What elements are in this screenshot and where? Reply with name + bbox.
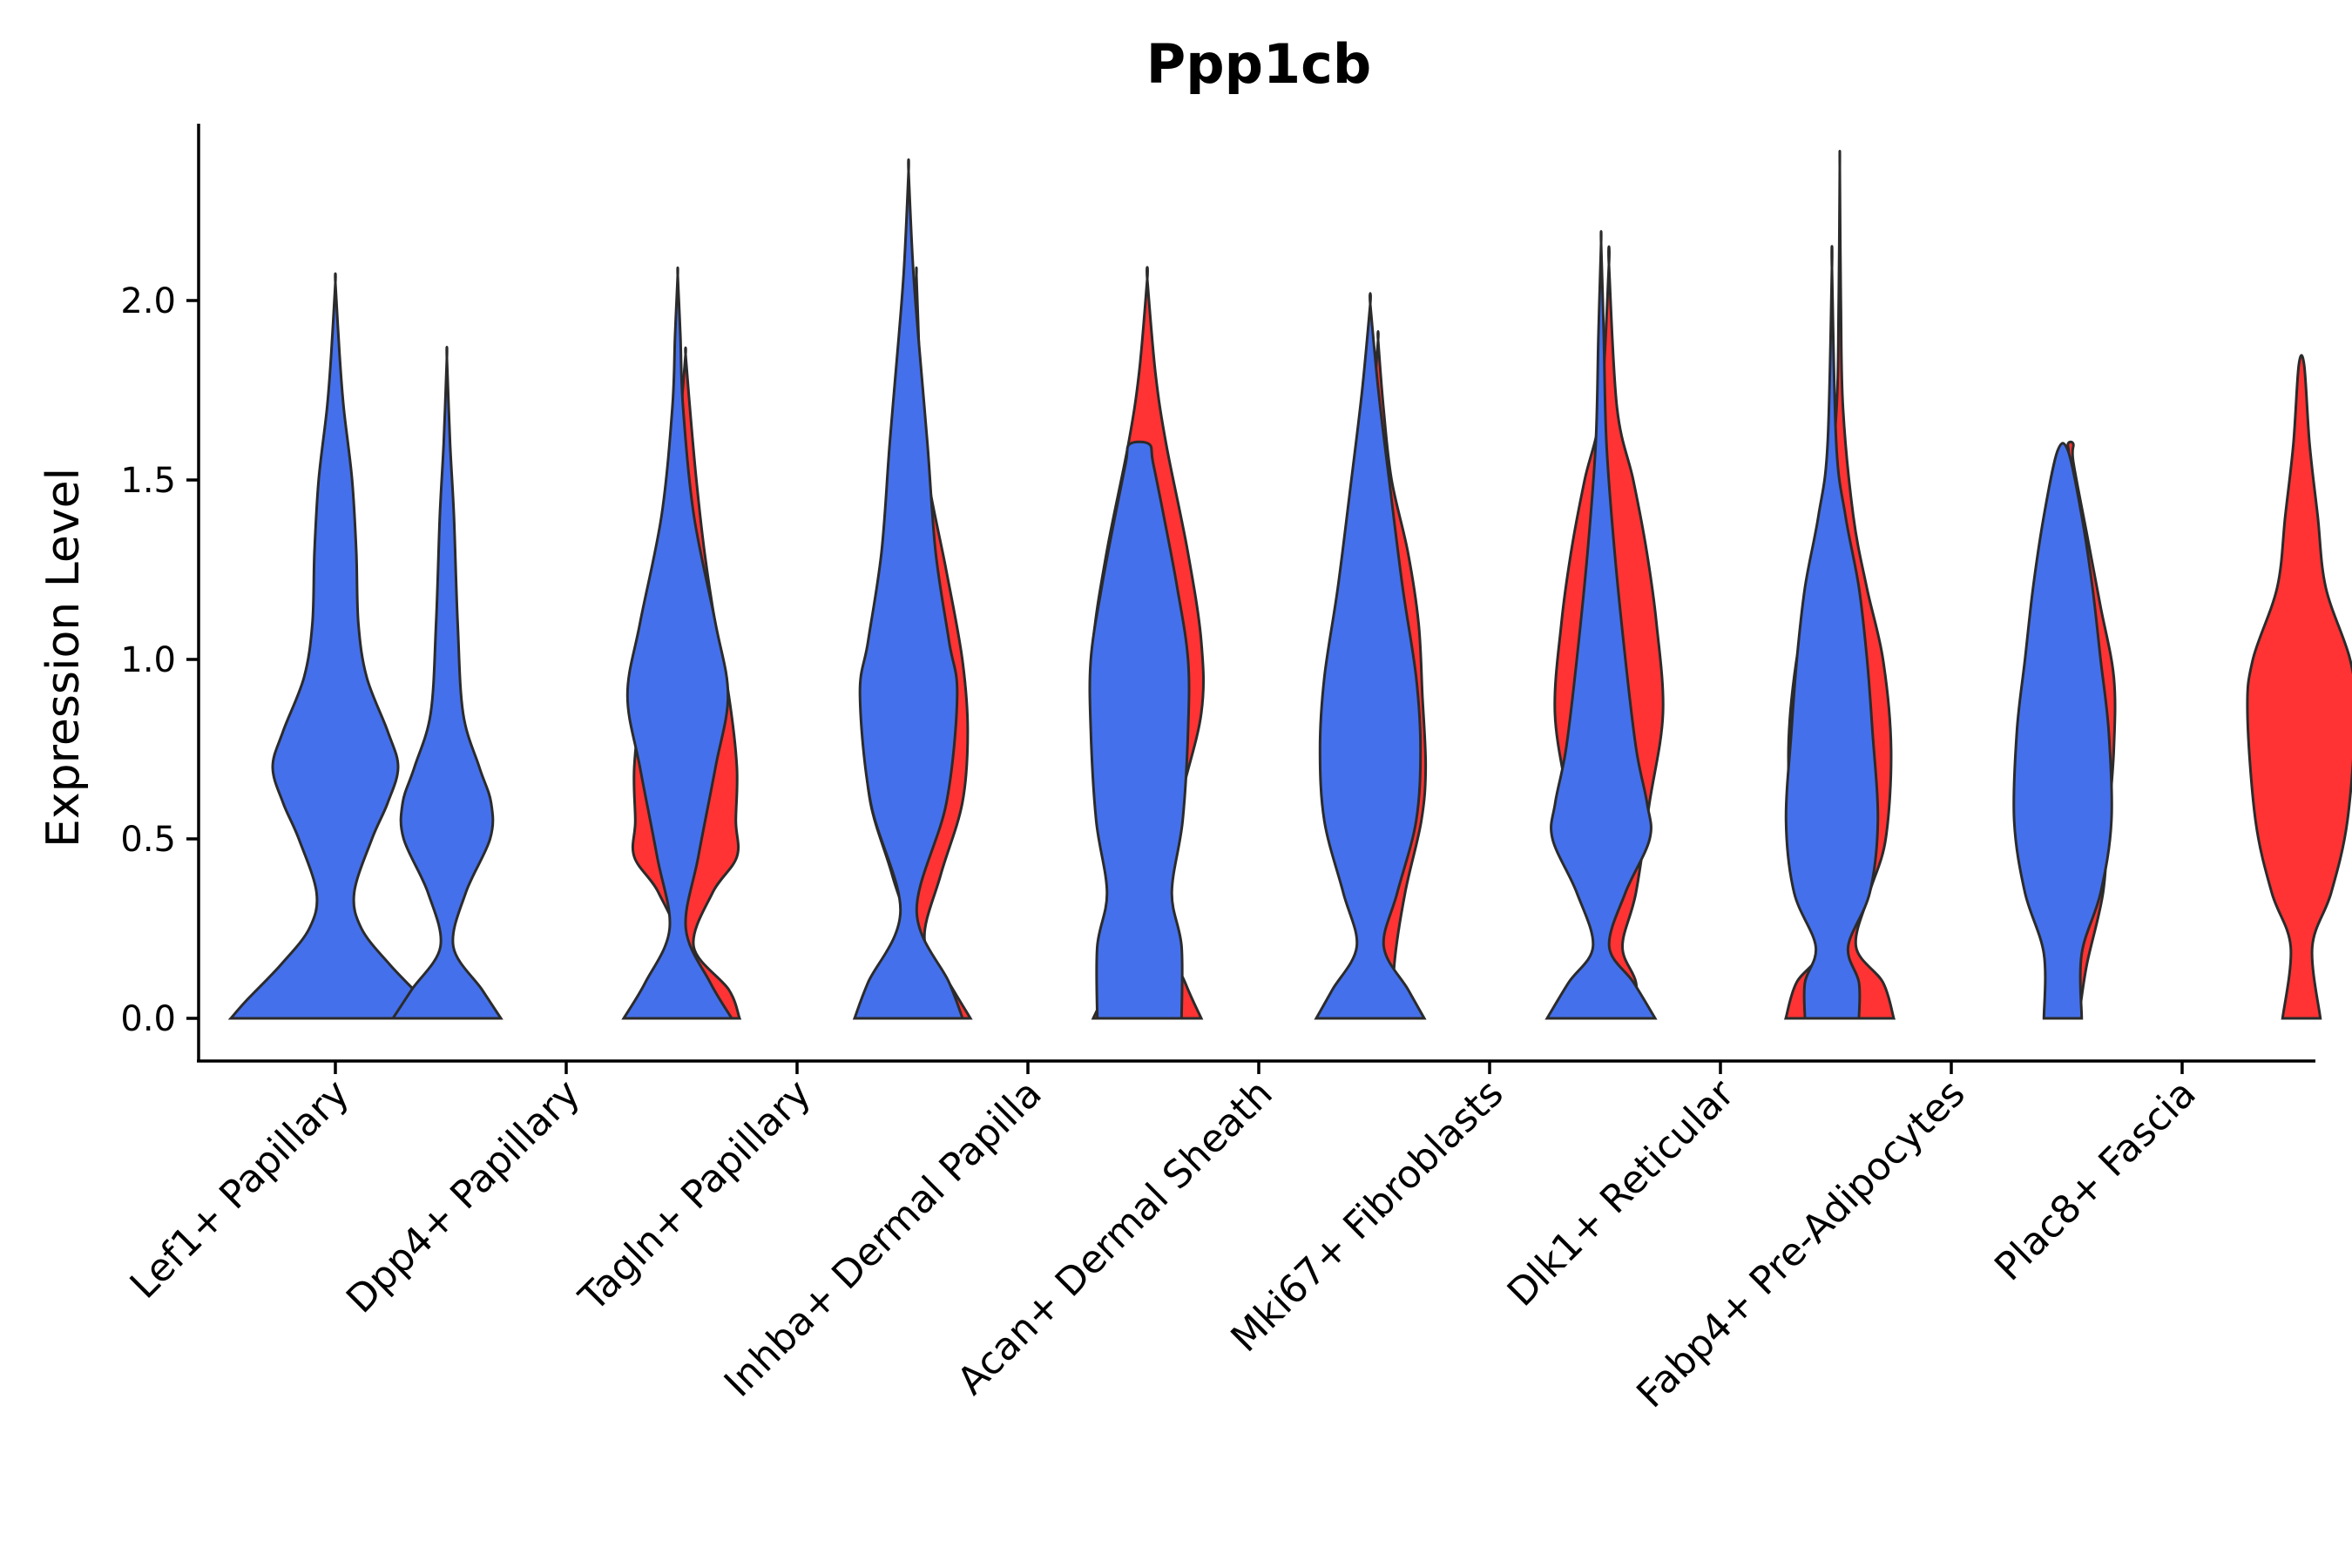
y-axis-ticks: 0.0 0.5 1.0 1.5 2.0 — [120, 281, 199, 1039]
chart-title: Ppp1cb — [1146, 32, 1371, 96]
violin-blue-8 — [2012, 442, 2113, 1020]
y-tick-label: 2.0 — [120, 281, 176, 321]
x-tick-label: Lef1+ Papillary — [122, 1071, 358, 1308]
violin-blue-2 — [621, 266, 734, 1020]
violin-blue-5 — [1314, 292, 1427, 1020]
y-tick-label: 0.0 — [120, 999, 176, 1039]
violin-red-8 — [2246, 354, 2352, 1020]
violin-blue-7 — [1784, 245, 1880, 1020]
y-tick-label: 0.5 — [120, 820, 176, 860]
y-tick-label: 1.5 — [120, 461, 176, 501]
y-tick-label: 1.0 — [120, 640, 176, 680]
violins-layer — [227, 150, 2352, 1020]
y-axis-label: Expression Level — [37, 468, 90, 848]
x-tick-label: Tagln+ Papillary — [571, 1071, 820, 1321]
violin-blue-1 — [390, 346, 504, 1020]
violin-blue-4 — [1088, 440, 1191, 1020]
x-tick-label: Dlk1+ Reticular — [1499, 1071, 1744, 1315]
violin-blue-0 — [227, 272, 443, 1020]
x-tick-label: Plac8+ Fascia — [1986, 1071, 2205, 1290]
violin-blue-6 — [1544, 230, 1658, 1020]
x-tick-label: Dpp4+ Papillary — [338, 1071, 589, 1322]
violin-blue-3 — [852, 158, 965, 1020]
